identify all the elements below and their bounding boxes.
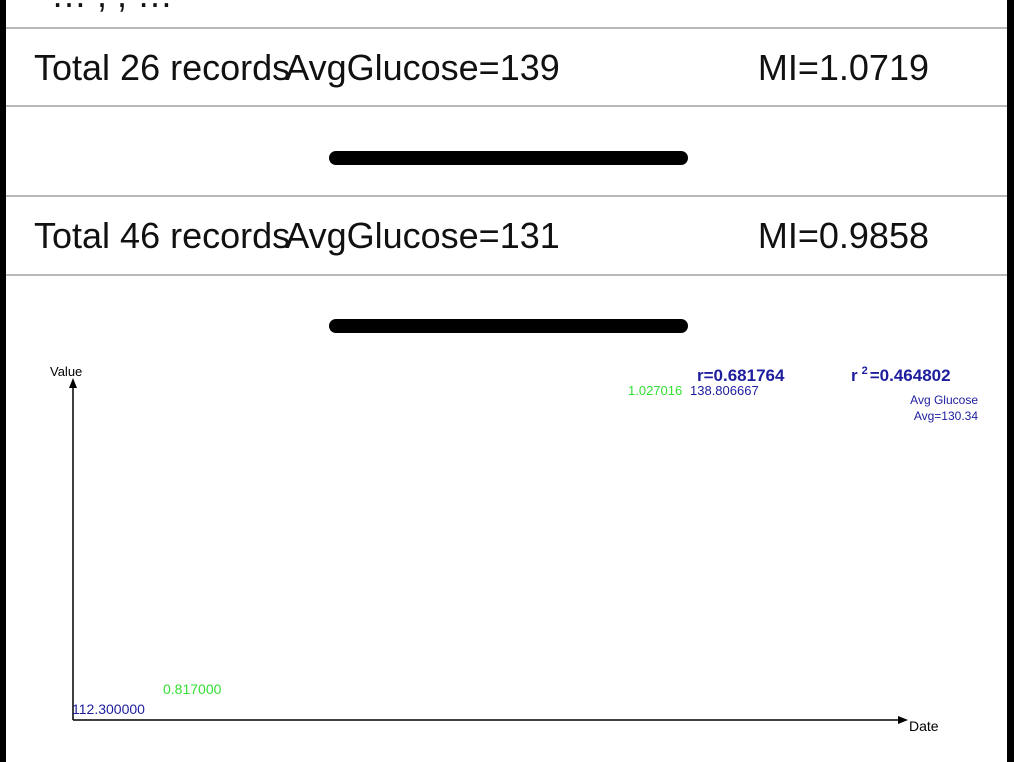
drag-handle[interactable]: [329, 151, 688, 165]
summary-row-1[interactable]: Total 26 records AvgGlucose=139 MI=1.071…: [6, 31, 1007, 105]
divider: [6, 274, 1007, 276]
r-squared-prefix: r: [851, 366, 858, 385]
glucose-max-label: 138.806667: [690, 383, 759, 398]
divider: [6, 195, 1007, 197]
r-squared-exponent: 2: [862, 365, 868, 377]
glucose-min-label: 112.300000: [72, 701, 145, 717]
glucose-mi-chart: Value Date r=0.681764 r 2 =0.464802 1.0270…: [50, 364, 978, 734]
r-squared-label: r 2 =0.464802: [851, 365, 951, 385]
divider: [6, 27, 1007, 29]
records-count: Total 26 records: [34, 47, 291, 88]
avg-glucose-value: AvgGlucose=139: [285, 47, 560, 88]
r-value: r=0.681764: [697, 366, 785, 385]
divider: [6, 105, 1007, 107]
y-axis-arrow: [69, 378, 77, 388]
mi-min-label: 0.817000: [163, 681, 222, 697]
screen: … , , … Total 26 records AvgGlucose=139 …: [6, 0, 1007, 762]
mi-value: MI=1.0719: [757, 47, 929, 88]
x-axis-arrow: [898, 716, 908, 724]
clipped-previous-row: … , , …: [51, 0, 173, 16]
glucose-legend-avg: Avg=130.34: [914, 409, 978, 423]
x-axis-label: Date: [909, 718, 939, 734]
mi-value: MI=0.9858: [757, 215, 929, 256]
mi-max-label: 1.027016: [628, 383, 682, 398]
r-squared-value: =0.464802: [870, 366, 951, 385]
summary-row-2[interactable]: Total 46 records AvgGlucose=131 MI=0.985…: [6, 199, 1007, 273]
avg-glucose-value: AvgGlucose=131: [285, 215, 560, 256]
glucose-legend-name: Avg Glucose: [910, 393, 978, 407]
drag-handle[interactable]: [329, 319, 688, 333]
records-count: Total 46 records: [34, 215, 291, 256]
y-axis-label: Value: [50, 364, 82, 379]
